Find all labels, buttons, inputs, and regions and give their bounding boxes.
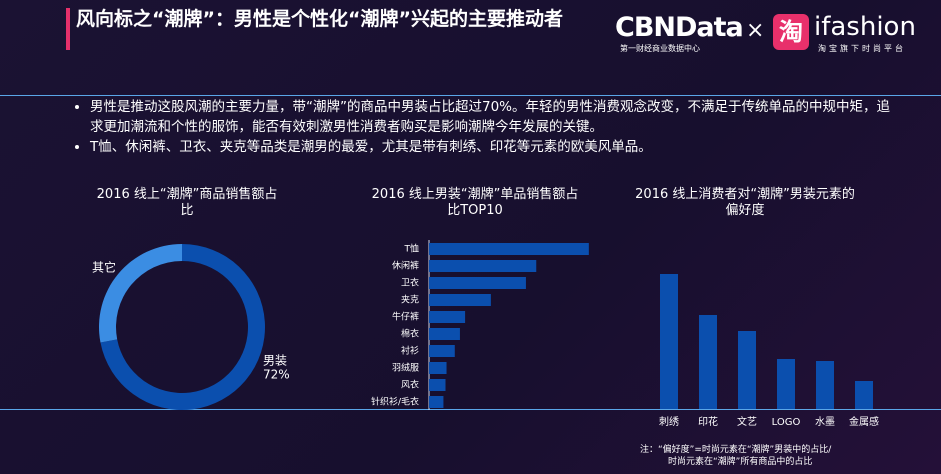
category-label: 牛仔裤 (392, 311, 419, 323)
bar (816, 361, 834, 409)
bar (429, 328, 460, 340)
note-line: 注：“偏好度”=时尚元素在“潮牌”男装中的占比/ (640, 445, 832, 455)
bar (855, 381, 873, 409)
bullets: 男性是推动这股风潮的主要力量，带“潮牌”的商品中男装占比超过70%。年轻的男性消… (72, 97, 890, 157)
category-label: T恤 (404, 243, 420, 255)
bar (429, 379, 446, 391)
donut-slice (99, 244, 182, 343)
x-tick-label: 印花 (698, 415, 718, 428)
bar (699, 315, 717, 409)
category-label: 针织衫/毛衣 (371, 396, 419, 408)
logo-ifashion-sub: 淘宝旗下时尚平台 (818, 44, 906, 53)
note-line: 时尚元素在“潮牌”所有商品中的占比 (668, 457, 813, 467)
note: 注：“偏好度”=时尚元素在“潮牌”男装中的占比/ 时尚元素在“潮牌”所有商品中的… (640, 444, 831, 468)
slide-title: 风向标之“潮牌”：男性是个性化“潮牌”兴起的主要推动者 (76, 8, 563, 30)
x-tick-label: 刺绣 (659, 415, 679, 428)
category-label: 卫衣 (401, 277, 419, 289)
bullet: 男性是推动这股风潮的主要力量，带“潮牌”的商品中男装占比超过70%。年轻的男性消… (90, 97, 890, 137)
category-label: 棉衣 (401, 328, 419, 340)
bar (660, 274, 678, 409)
bar (429, 277, 526, 289)
bar (738, 331, 756, 409)
logo-icon: 淘 (773, 14, 809, 50)
category-label: 风衣 (401, 379, 419, 391)
category-label: 衬衫 (401, 345, 419, 357)
title-bar (66, 8, 70, 50)
chart-title: 2016 线上男装“潮牌”单品销售额占比TOP10 (371, 187, 579, 218)
logo-cbn-sub: 第一财经商业数据中心 (620, 44, 700, 53)
category-label: 羽绒服 (392, 362, 419, 374)
divider (0, 409, 941, 410)
divider (0, 95, 941, 96)
chart-title: 2016 线上消费者对“潮牌”男装元素的偏好度 (635, 187, 855, 218)
bar (777, 359, 795, 409)
x-tick-label: 金属感 (849, 415, 879, 428)
category-label: 夹克 (401, 294, 419, 306)
x-tick-label: 文艺 (737, 415, 757, 428)
category-label: 休闲裤 (392, 260, 419, 272)
bar (429, 345, 455, 357)
bullet: T恤、休闲裤、卫衣、夹克等品类是潮男的最爱，尤其是带有刺绣、印花等元素的欧美风单… (90, 137, 890, 157)
x-tick-label: 水墨 (815, 416, 835, 428)
slice-label: 男装 (263, 354, 287, 368)
bar (429, 260, 537, 272)
logo-cbn: CBNData (615, 12, 744, 43)
slice-label: 其它 (92, 260, 116, 275)
bar (429, 396, 444, 408)
logo-ifashion: ifashion (814, 12, 916, 42)
bar (429, 362, 447, 374)
logo-times: × (746, 18, 765, 43)
chart-title: 2016 线上“潮牌”商品销售额占比 (96, 187, 278, 218)
slice-value: 72% (263, 368, 290, 382)
bar (429, 243, 589, 255)
bar (429, 311, 466, 323)
bar (429, 294, 491, 306)
x-tick-label: LOGO (772, 417, 801, 428)
